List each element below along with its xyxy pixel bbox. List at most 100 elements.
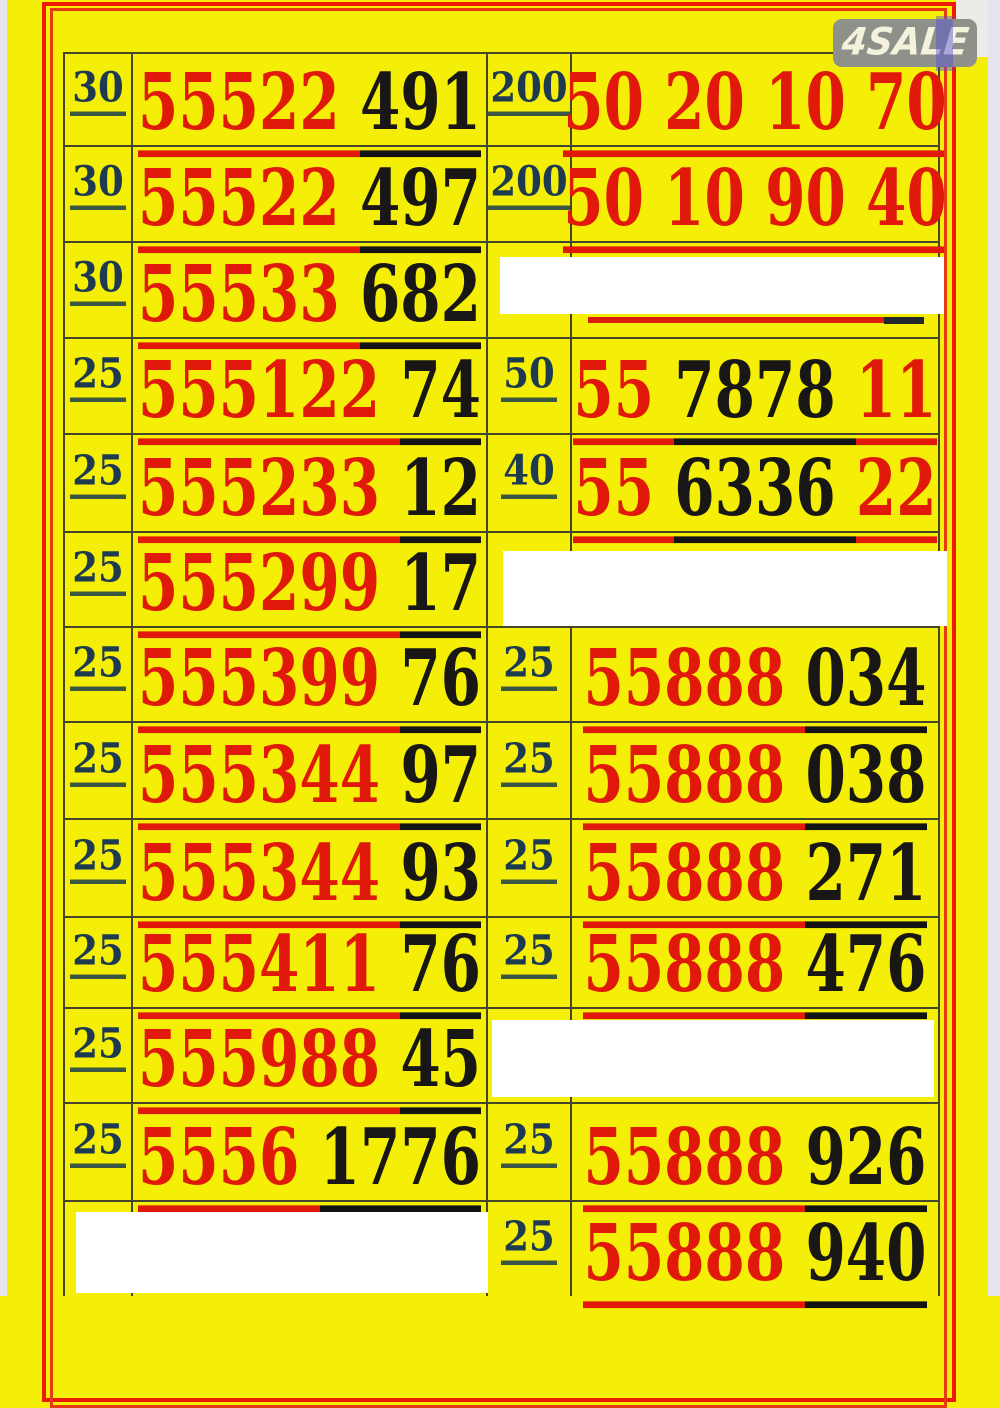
- price-cell: 200: [488, 54, 572, 145]
- number-red-segment: 22: [855, 442, 937, 544]
- price-cell: 25: [488, 820, 572, 916]
- price-value: 25: [501, 1215, 557, 1265]
- price-cell: 25: [488, 1202, 572, 1296]
- number-cell: 555344 93: [133, 820, 488, 929]
- number-red-segment: 55888: [583, 1111, 806, 1213]
- number-red-segment: 55888: [583, 729, 806, 831]
- price-cell: 50: [488, 339, 572, 433]
- price-value: 30: [70, 256, 126, 306]
- number-red-segment: 555233: [137, 442, 401, 544]
- phone-number: 55 6336 22: [573, 442, 937, 544]
- number-black-segment: 491: [359, 56, 482, 158]
- number-cell: 555233 12: [133, 435, 488, 544]
- table-row: 25 555122 74 50 55 7878 11: [65, 339, 938, 446]
- number-black-segment: 6336: [674, 442, 856, 544]
- number-cell: 55522 497: [133, 147, 488, 254]
- redaction-box: [492, 1020, 934, 1097]
- number-black-segment: 682: [359, 248, 482, 350]
- phone-number: 55888 926: [583, 1111, 927, 1213]
- price-cell: 200: [488, 147, 572, 241]
- redacted-number-underline-red: [588, 317, 886, 323]
- price-cell: 25: [65, 1104, 133, 1200]
- table-row: 25 555233 12 40 55 6336 22: [65, 435, 938, 544]
- number-red-segment: 555344: [137, 827, 401, 929]
- logo-purple-tint: [936, 16, 953, 71]
- number-red-segment: 55522: [137, 152, 360, 254]
- number-black-segment: 7878: [674, 344, 856, 446]
- number-red-segment: 11: [855, 344, 937, 446]
- number-cell: 555344 97: [133, 723, 488, 831]
- number-red-segment: 555122: [137, 344, 401, 446]
- phone-number: 50 10 90 40: [563, 152, 947, 254]
- number-red-segment: 50 10 90 40: [563, 152, 947, 254]
- number-cell: 55888 940: [572, 1202, 938, 1309]
- table-row: 30 55533 682: [65, 243, 938, 350]
- number-cell: 55888 034: [572, 628, 938, 734]
- price-value: 25: [70, 546, 126, 596]
- price-value: 25: [70, 737, 126, 787]
- phone-number: 50 20 10 70: [563, 56, 947, 158]
- price-value: 25: [501, 737, 557, 787]
- number-red-segment: 55: [573, 442, 675, 544]
- table-row: 30 55522 491 200 50 20 10 70: [65, 54, 947, 158]
- price-cell: 25: [488, 1104, 572, 1200]
- phone-number: 555299 17: [137, 537, 482, 639]
- number-cell: 50 20 10 70: [563, 54, 947, 158]
- number-cell: 55 6336 22: [572, 435, 938, 544]
- phone-number: 55888 034: [583, 632, 927, 734]
- number-cell: 55888 038: [572, 723, 938, 831]
- table-row: 30 55522 497 200 50 10 90 40: [65, 147, 947, 254]
- number-black-segment: 271: [805, 827, 927, 929]
- number-cell: 555299 17: [133, 533, 488, 639]
- number-red-segment: 555399: [137, 632, 401, 734]
- phone-number: 5556 1776: [137, 1111, 482, 1213]
- table-row: 25 55888 940: [65, 1202, 938, 1309]
- price-cell: 25: [488, 918, 572, 1007]
- phone-number: 555399 76: [137, 632, 482, 734]
- price-value: 25: [70, 929, 126, 979]
- number-black-segment: 12: [400, 442, 482, 544]
- phone-number: 55888 940: [583, 1207, 927, 1309]
- forsale-logo: 4SALE: [833, 19, 977, 67]
- price-cell: 30: [65, 147, 133, 241]
- number-red-segment: 5556: [137, 1111, 320, 1213]
- number-black-segment: 74: [400, 344, 482, 446]
- phone-number: 555233 12: [137, 442, 482, 544]
- number-black-segment: 038: [805, 729, 927, 831]
- price-cell: 25: [488, 628, 572, 721]
- number-red-segment: 555344: [137, 729, 401, 831]
- price-value: 25: [501, 641, 557, 691]
- price-value: 25: [70, 352, 126, 402]
- redaction-box: [76, 1212, 488, 1293]
- phone-number: 55888 271: [583, 827, 927, 929]
- price-cell: 25: [65, 723, 133, 818]
- number-red-segment: 555411: [137, 918, 401, 1020]
- number-black-segment: 1776: [319, 1111, 482, 1213]
- red-frame-inner: [50, 8, 947, 1408]
- table-row: 25 555344 93 25 55888 271: [65, 820, 938, 929]
- number-black-segment: 97: [400, 729, 482, 831]
- number-black-segment: 93: [400, 827, 482, 929]
- price-value: 25: [70, 834, 126, 884]
- price-cell: 25: [65, 820, 133, 916]
- table-row: 25 555399 76 25 55888 034: [65, 628, 938, 734]
- number-red-segment: 55: [573, 344, 675, 446]
- price-cell: 25: [65, 628, 133, 721]
- number-cell: 555399 76: [133, 628, 488, 734]
- table-row: 25 555299 17: [65, 533, 938, 639]
- number-cell: 55888 271: [572, 820, 938, 929]
- phone-number: 55888 476: [583, 918, 927, 1020]
- price-cell: 30: [65, 54, 133, 145]
- phone-number: 55522 497: [137, 152, 482, 254]
- price-value: 25: [70, 1118, 126, 1168]
- number-cell: 555988 45: [133, 1009, 488, 1115]
- price-cell: 40: [488, 435, 572, 531]
- number-black-segment: 45: [400, 1013, 482, 1115]
- number-red-segment: 55533: [137, 248, 360, 350]
- number-red-segment: 55888: [583, 1207, 806, 1309]
- price-value: 25: [501, 834, 557, 884]
- price-value: 200: [488, 160, 570, 210]
- price-cell: 25: [65, 339, 133, 433]
- number-cell: 55522 491: [133, 54, 488, 158]
